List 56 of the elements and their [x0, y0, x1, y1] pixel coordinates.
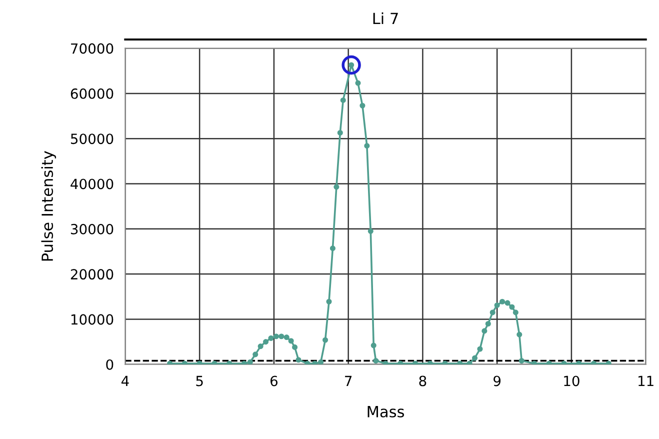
- point: [278, 334, 284, 340]
- y-tick-label: 10000: [71, 314, 114, 325]
- point: [360, 102, 366, 108]
- x-tick-label: 4: [121, 376, 129, 386]
- y-tick-label: 30000: [70, 224, 114, 234]
- point: [485, 320, 491, 327]
- point: [292, 344, 298, 350]
- y-tick-label: 60000: [70, 88, 114, 99]
- point: [490, 310, 496, 316]
- point: [284, 334, 290, 340]
- y-tick-label: 40000: [70, 178, 114, 190]
- y-tick-label: 70000: [71, 43, 114, 54]
- point: [368, 228, 374, 234]
- point: [504, 300, 510, 306]
- y-tick-label: 0: [106, 359, 114, 370]
- point: [322, 337, 328, 343]
- point: [355, 80, 361, 86]
- point: [512, 310, 518, 316]
- point: [330, 246, 336, 252]
- point: [477, 346, 483, 352]
- y-tick-label: 50000: [70, 134, 114, 144]
- x-tick-label: 9: [494, 376, 501, 386]
- chart-title: Li 7: [373, 12, 398, 24]
- point: [288, 338, 294, 344]
- point: [252, 352, 258, 358]
- point: [258, 344, 264, 350]
- x-tick-label: 6: [270, 376, 278, 386]
- point: [509, 304, 515, 310]
- point: [268, 335, 274, 341]
- point: [342, 55, 361, 75]
- point: [318, 359, 324, 364]
- point: [482, 328, 488, 334]
- point: [472, 355, 478, 361]
- point: [494, 302, 500, 308]
- point: [518, 358, 524, 364]
- point: [340, 97, 346, 103]
- x-tick-label: 7: [345, 376, 352, 386]
- point: [326, 298, 332, 304]
- x-axis-title: Mass: [368, 406, 404, 418]
- point: [370, 342, 376, 348]
- y-axis-title: Pulse Intensity: [41, 150, 56, 261]
- x-tick-label: 8: [419, 376, 426, 386]
- point: [247, 359, 253, 364]
- y-tick-label: 20000: [70, 269, 114, 280]
- x-tick-label: 5: [196, 376, 203, 386]
- point: [334, 184, 340, 190]
- x-tick-label: 10: [564, 376, 580, 386]
- point: [373, 358, 379, 364]
- x-tick-label: 11: [638, 376, 654, 386]
- point: [337, 130, 343, 136]
- point: [273, 334, 279, 340]
- point: [262, 339, 269, 345]
- point: [516, 332, 522, 338]
- point: [500, 298, 506, 304]
- point: [296, 357, 302, 363]
- point: [364, 143, 370, 149]
